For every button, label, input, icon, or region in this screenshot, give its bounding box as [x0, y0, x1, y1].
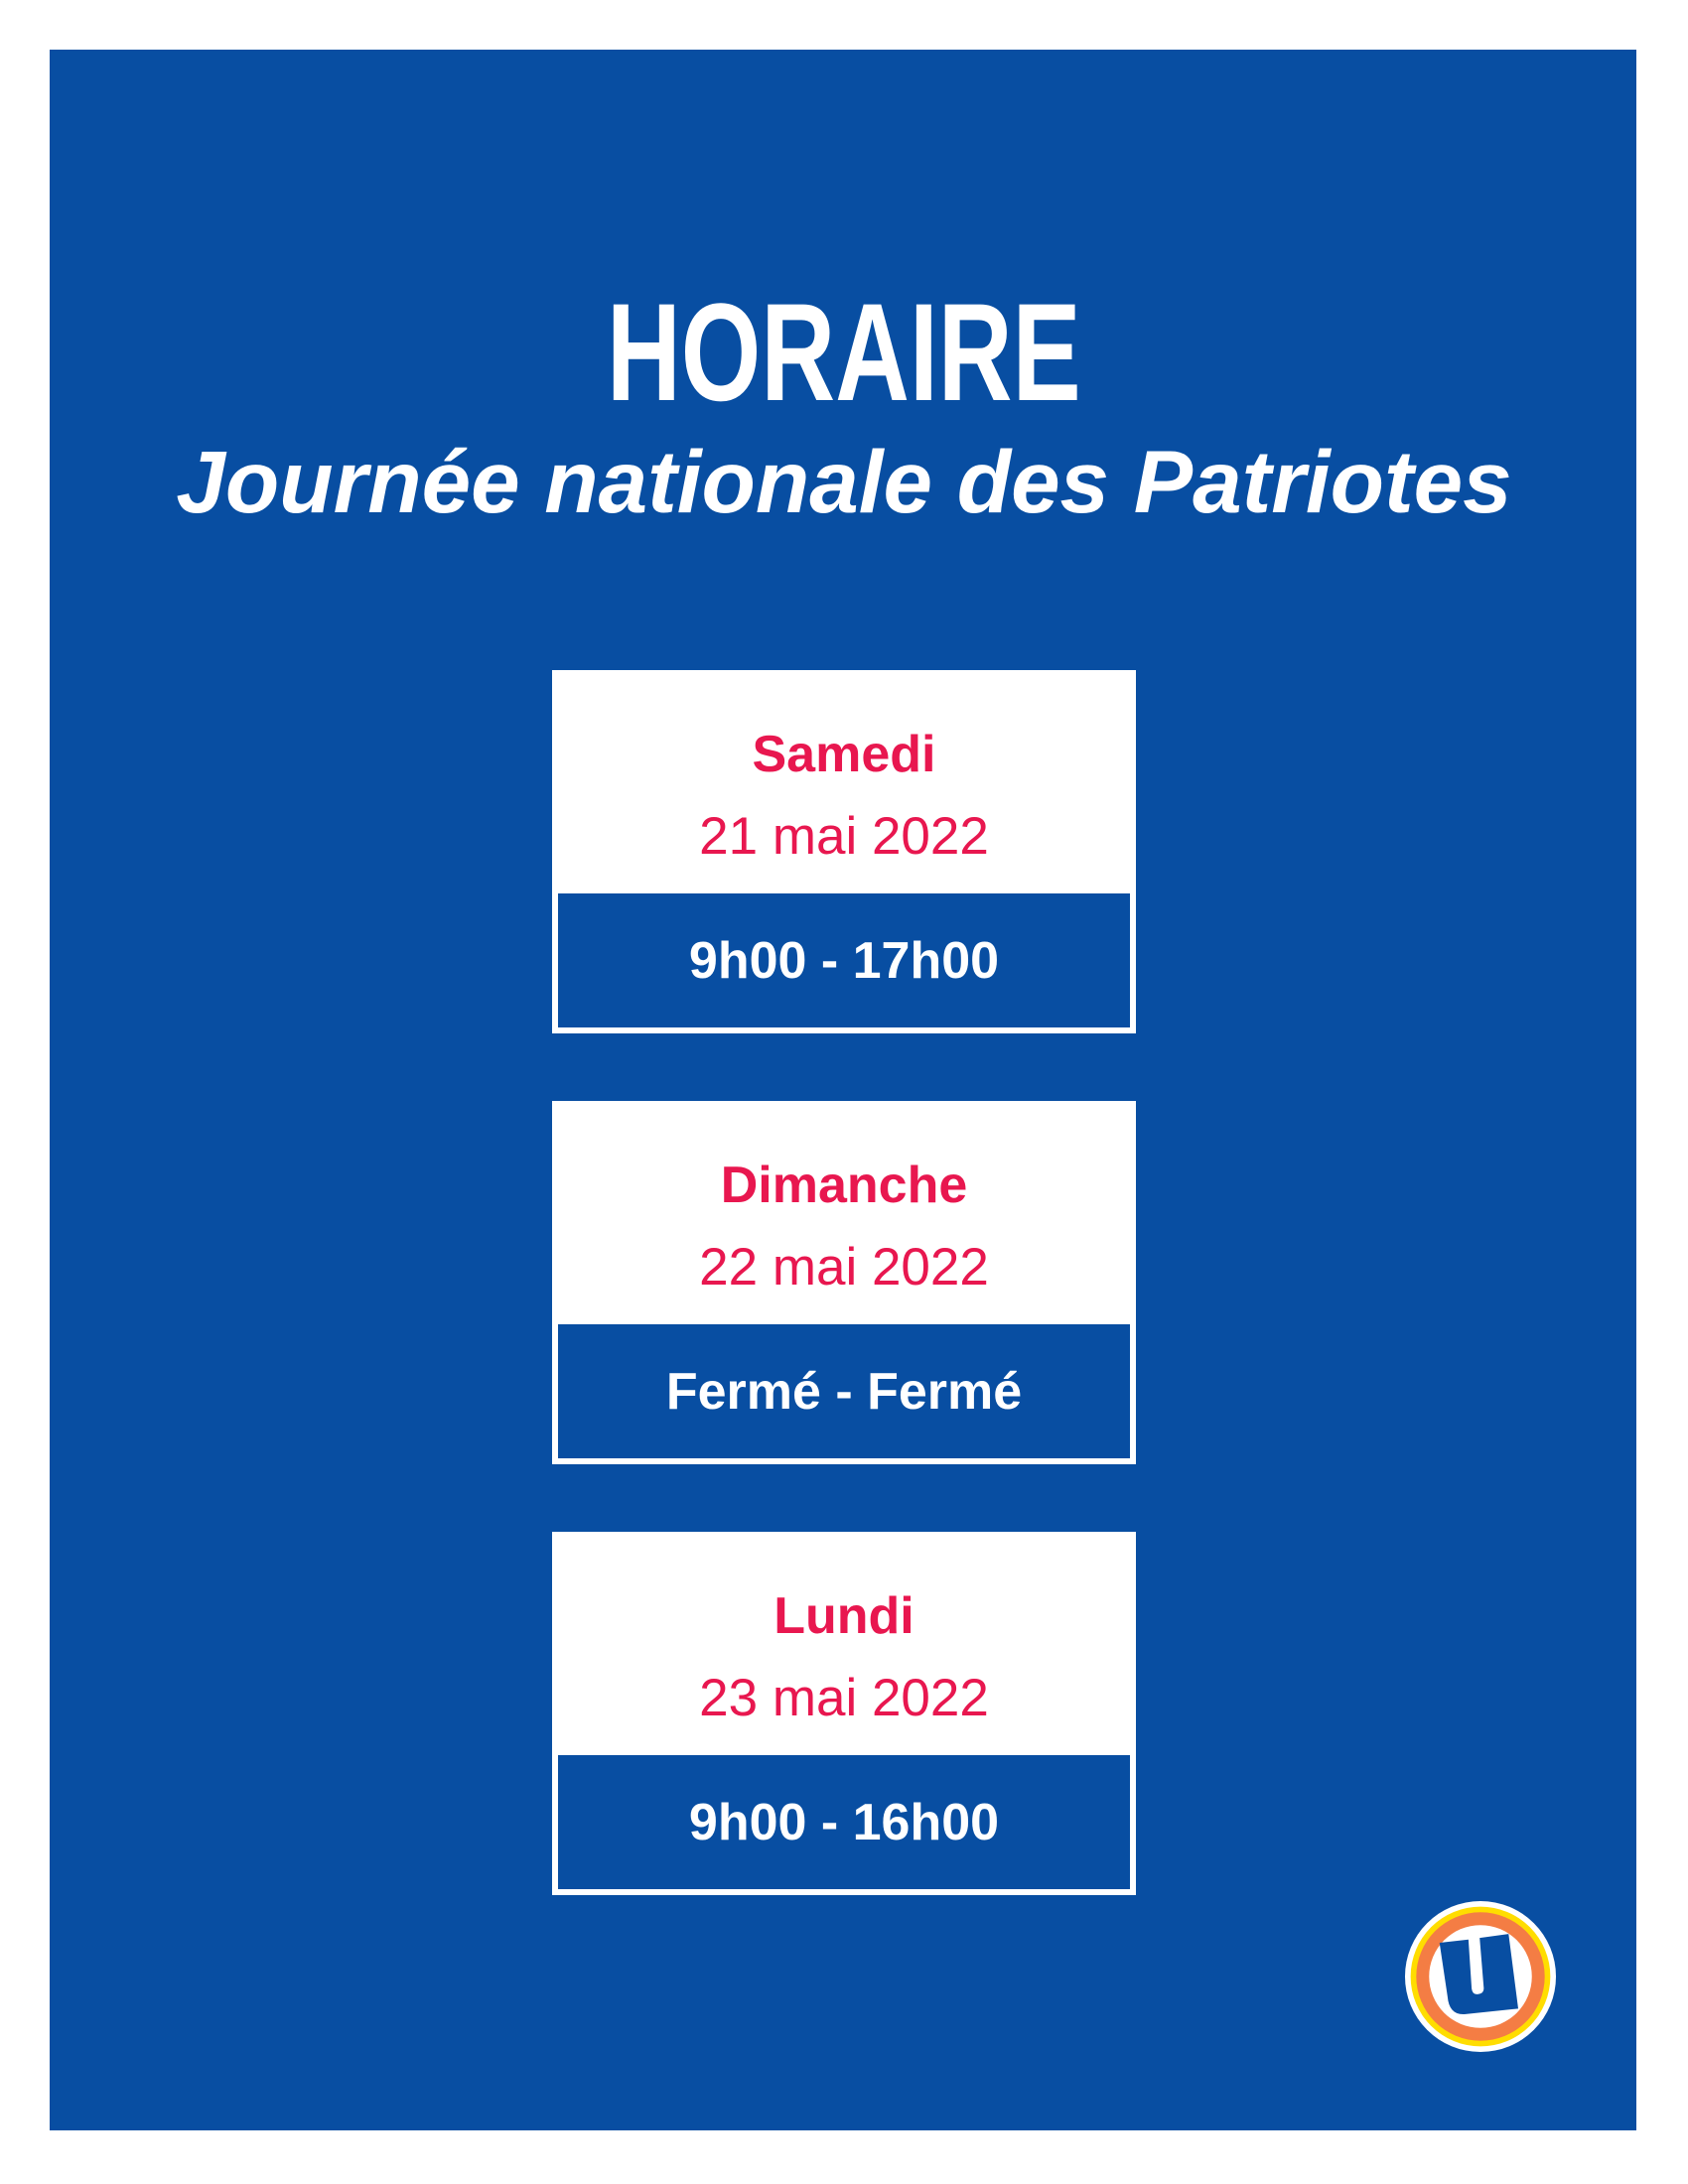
day-label: Lundi	[774, 1587, 914, 1645]
date-label: 22 mai 2022	[699, 1238, 989, 1297]
day-label: Dimanche	[720, 1157, 968, 1214]
schedule-card-monday: Lundi 23 mai 2022 9h00 - 16h00	[552, 1532, 1136, 1895]
day-label: Samedi	[752, 726, 936, 783]
page-subtitle: Journée nationale des Patriotes	[176, 432, 1512, 531]
date-label: 21 mai 2022	[699, 807, 989, 866]
schedule-card-sunday: Dimanche 22 mai 2022 Fermé - Fermé	[552, 1101, 1136, 1464]
page-title: HORAIRE	[607, 274, 1081, 430]
date-label: 23 mai 2022	[699, 1669, 989, 1727]
u-brand-logo-icon	[1404, 1900, 1557, 2053]
hours-label: Fermé - Fermé	[558, 1324, 1130, 1458]
hours-label: 9h00 - 17h00	[558, 893, 1130, 1027]
hours-label: 9h00 - 16h00	[558, 1755, 1130, 1889]
schedule-card-saturday: Samedi 21 mai 2022 9h00 - 17h00	[552, 670, 1136, 1033]
